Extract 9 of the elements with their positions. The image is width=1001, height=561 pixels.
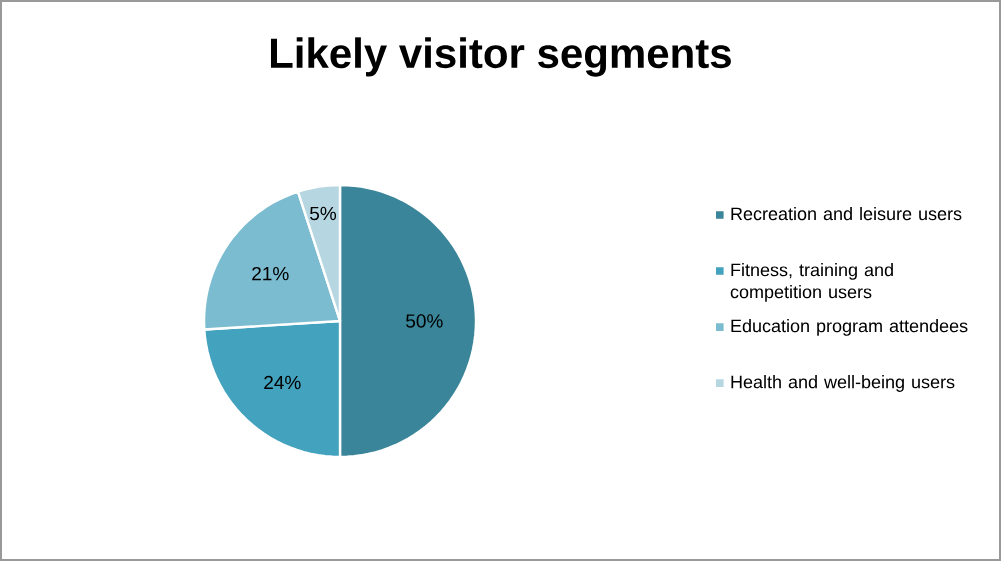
legend-label: Education program attendees	[731, 319, 968, 336]
data-label: 5%	[310, 206, 337, 221]
data-label: 21%	[252, 266, 289, 281]
legend-label: Fitness, training and competition users	[730, 263, 893, 302]
chart-title: Likely visitor segments	[270, 37, 731, 77]
legend-label: Recreation and leisure users	[731, 206, 962, 221]
data-label: 24%	[264, 375, 301, 390]
legend-label: Health and well-being users	[731, 375, 955, 392]
data-label: 50%	[406, 314, 443, 328]
